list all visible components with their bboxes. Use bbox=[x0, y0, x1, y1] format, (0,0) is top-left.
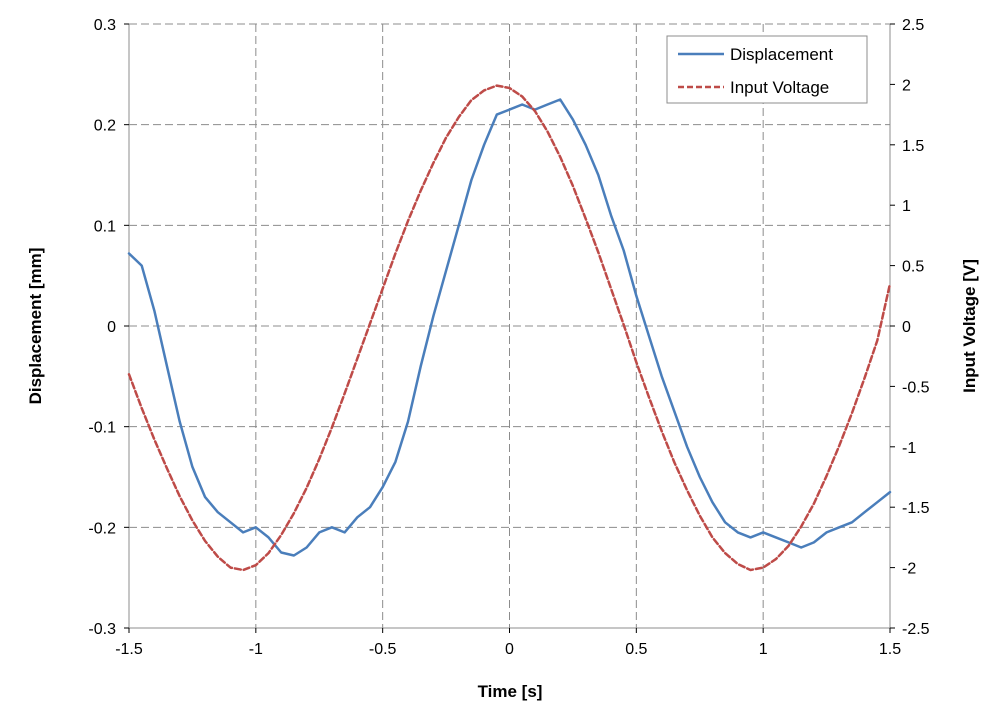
legend-box bbox=[666, 35, 868, 104]
y-tick-label: -0.2 bbox=[88, 520, 116, 537]
y2-tick-label: -0.5 bbox=[902, 379, 930, 396]
y2-tick-label: -2.5 bbox=[902, 621, 930, 638]
x-tick-label: -1 bbox=[249, 641, 263, 658]
y-tick-label: 0 bbox=[107, 319, 116, 336]
x-tick-label: 0 bbox=[505, 641, 514, 658]
x-tick-label: 0.5 bbox=[625, 641, 647, 658]
y-axis-title: Displacement [mm] bbox=[26, 248, 45, 405]
x-axis-ticks: -1.5 -1 -0.5 0 0.5 1 1.5 bbox=[115, 628, 901, 658]
y2-tick-label: 0 bbox=[902, 319, 911, 336]
x-tick-label: -0.5 bbox=[369, 641, 397, 658]
y-tick-label: 0.3 bbox=[94, 17, 116, 34]
y2-tick-label: 1 bbox=[902, 198, 911, 215]
y2-tick-label: -2 bbox=[902, 561, 916, 578]
x-tick-label: 1 bbox=[759, 641, 768, 658]
y2-axis-ticks: -2.5 -2 -1.5 -1 -0.5 0 0.5 1 1.5 2 2.5 bbox=[890, 17, 930, 638]
y2-tick-label: 2 bbox=[902, 77, 911, 94]
y-tick-label: 0.1 bbox=[94, 218, 116, 235]
y2-tick-label: 0.5 bbox=[902, 259, 924, 276]
y-axis-ticks: -0.3 -0.2 -0.1 0 0.1 0.2 0.3 bbox=[88, 17, 129, 638]
y2-tick-label: -1 bbox=[902, 440, 916, 457]
y2-tick-label: -1.5 bbox=[902, 500, 930, 517]
x-axis-title: Time [s] bbox=[478, 682, 543, 701]
y2-tick-label: 2.5 bbox=[902, 17, 924, 34]
y-tick-label: -0.3 bbox=[88, 621, 116, 638]
x-tick-label: 1.5 bbox=[879, 641, 901, 658]
y-tick-label: -0.1 bbox=[88, 420, 116, 437]
y2-axis-title: Input Voltage [V] bbox=[960, 259, 979, 393]
series-line-displacement bbox=[127, 98, 892, 557]
series-layer bbox=[127, 84, 892, 572]
legend-label-input-voltage: Input Voltage bbox=[730, 78, 829, 97]
x-tick-label: -1.5 bbox=[115, 641, 143, 658]
y-tick-label: 0.2 bbox=[94, 118, 116, 135]
y2-tick-label: 1.5 bbox=[902, 138, 924, 155]
legend: Displacement Input Voltage bbox=[666, 35, 868, 104]
legend-label-displacement: Displacement bbox=[730, 45, 833, 64]
series-line-input-voltage bbox=[127, 84, 892, 572]
